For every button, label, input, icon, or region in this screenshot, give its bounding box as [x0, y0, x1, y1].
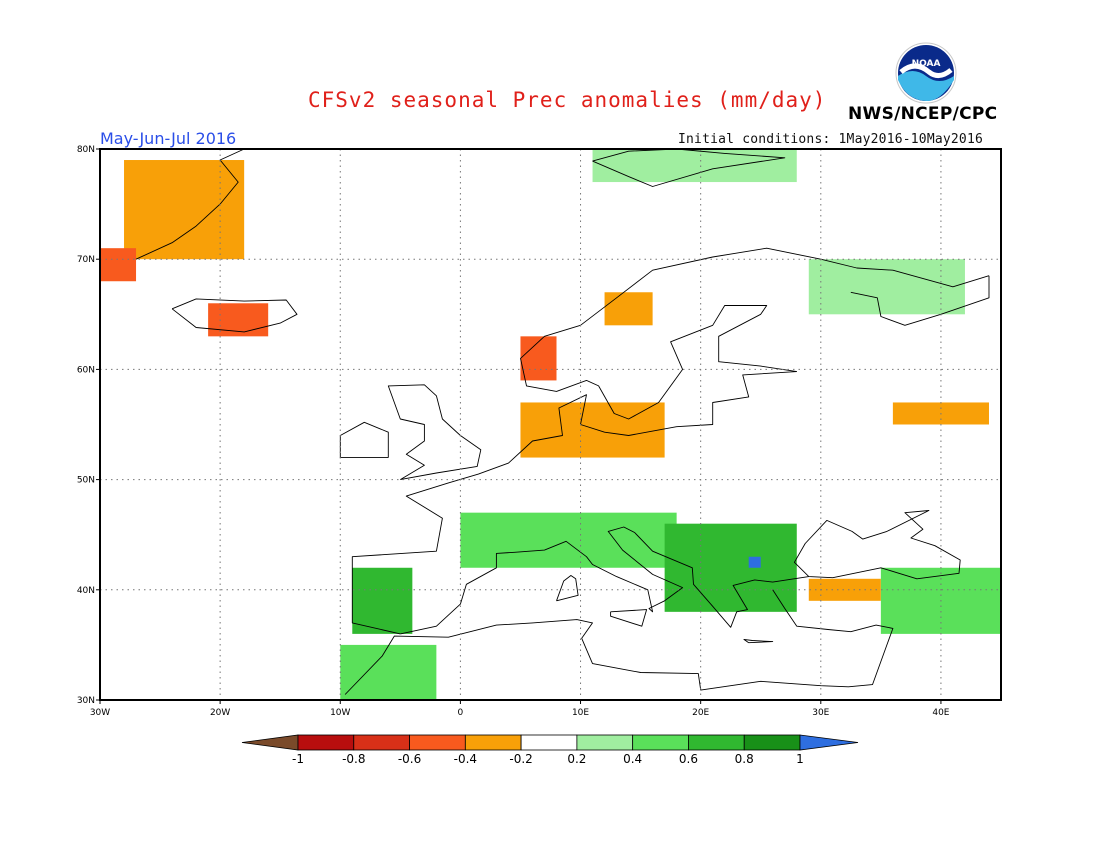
- map-axes: 30W 20W 10W 0 10E 20E 30E 40E 80N 70N 60N 50N 40N 30N: [77, 145, 950, 718]
- colorbar-label: -0.8: [342, 752, 365, 766]
- lon-label: 30W: [90, 708, 110, 718]
- coastline: [793, 510, 961, 580]
- anomaly-region: [460, 512, 677, 568]
- coastline: [850, 275, 990, 326]
- colorbar-lower-arrow: [241, 734, 299, 751]
- lon-label: 20W: [210, 708, 230, 718]
- logo-text: NOAA: [912, 59, 941, 69]
- coastline: [351, 371, 797, 635]
- anomaly-cells: [100, 149, 1001, 700]
- colorbar: -1 -0.8 -0.6 -0.4 -0.2 0.2 0.4 0.6 0.8 1: [241, 734, 859, 766]
- colorbar-label: 0.2: [567, 752, 586, 766]
- colorbar-label: -0.4: [454, 752, 477, 766]
- colorbar-upper-arrow: [799, 734, 859, 751]
- anomaly-region: [808, 578, 881, 601]
- agency-label: NWS/NCEP/CPC: [848, 104, 998, 124]
- colorbar-bin: [743, 734, 801, 751]
- coastline: [171, 298, 298, 333]
- coastline: [387, 384, 482, 481]
- anomaly-region: [124, 160, 245, 260]
- map-frame: [99, 148, 1002, 701]
- colorbar-bin: [353, 734, 410, 751]
- colorbar-label: -0.6: [398, 752, 421, 766]
- coastline: [556, 575, 579, 602]
- coastline: [520, 247, 990, 420]
- anomaly-region: [808, 259, 965, 315]
- coastline: [743, 638, 774, 644]
- lon-label: 30E: [812, 708, 829, 718]
- lat-label: 80N: [77, 145, 95, 155]
- anomaly-region: [748, 556, 761, 568]
- coastline: [400, 526, 809, 635]
- colorbar-bin: [688, 734, 745, 751]
- anomaly-region: [520, 336, 557, 381]
- colorbar-label: 0.8: [735, 752, 754, 766]
- lon-label: 0: [458, 708, 464, 718]
- forecast-period: May-Jun-Jul 2016: [100, 129, 237, 148]
- colorbar-bin: [520, 734, 578, 751]
- anomaly-region: [520, 402, 665, 458]
- colorbar-label: 0.4: [623, 752, 642, 766]
- colorbar-bin: [464, 734, 522, 751]
- anomaly-region: [604, 292, 653, 326]
- lon-label: 40E: [932, 708, 949, 718]
- anomaly-region: [352, 567, 413, 634]
- coastline: [344, 589, 894, 695]
- lat-label: 60N: [77, 365, 95, 375]
- colorbar-bin: [409, 734, 466, 751]
- anomaly-region: [100, 248, 137, 282]
- lon-label: 20E: [692, 708, 709, 718]
- coastline: [592, 148, 786, 187]
- noaa-logo: NOAA: [895, 42, 957, 104]
- lon-label: 10W: [330, 708, 350, 718]
- anomaly-region: [340, 644, 437, 700]
- anomaly-region: [592, 149, 797, 183]
- lat-label: 40N: [77, 586, 95, 596]
- colorbar-label: -1: [292, 752, 304, 766]
- coastline: [610, 609, 648, 627]
- colorbar-bin: [297, 734, 355, 751]
- colorbar-bin: [632, 734, 689, 751]
- coastlines: [135, 148, 990, 695]
- initial-conditions: Initial conditions: 1May2016-10May2016: [678, 132, 984, 147]
- anomaly-region: [664, 523, 797, 612]
- anomaly-region: [208, 303, 269, 337]
- colorbar-bin: [576, 734, 634, 751]
- lat-label: 70N: [77, 255, 95, 265]
- graticule: [100, 149, 1001, 700]
- colorbar-label: 1: [796, 752, 804, 766]
- colorbar-label: 0.6: [679, 752, 698, 766]
- chart-title: CFSv2 seasonal Prec anomalies (mm/day): [308, 88, 827, 112]
- lat-label: 30N: [77, 696, 95, 706]
- coastline: [339, 421, 389, 459]
- lon-label: 10E: [572, 708, 589, 718]
- lat-label: 50N: [77, 476, 95, 486]
- colorbar-label: -0.2: [509, 752, 532, 766]
